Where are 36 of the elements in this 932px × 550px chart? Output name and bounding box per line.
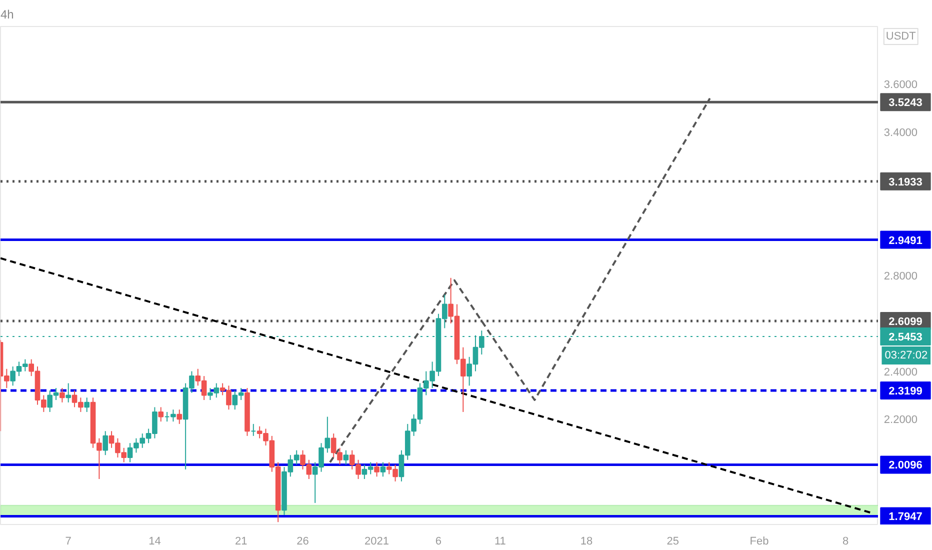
x-tick-label: 18 — [580, 536, 593, 548]
x-tick-label: 14 — [148, 536, 161, 548]
x-tick-label: 26 — [296, 536, 309, 548]
text: 03:27:02 — [884, 349, 928, 362]
candlestick — [374, 462, 380, 478]
y-tick-label: 2.2000 — [884, 414, 918, 426]
ref-line-label: 2.9491 — [888, 234, 922, 247]
x-tick-label: 25 — [666, 536, 680, 548]
ref-line-label: 3.1933 — [888, 176, 922, 188]
y-tick-label: 3.6000 — [884, 78, 918, 91]
x-tick-label: 8 — [842, 536, 849, 548]
ref-line-label: 3.5243 — [888, 97, 922, 110]
y-tick-label: 2.8000 — [884, 270, 918, 282]
candlestick — [66, 382, 72, 403]
x-tick-label: 11 — [494, 536, 506, 548]
y-tick-label: 3.4000 — [884, 126, 918, 139]
x-tick-label: 7 — [65, 536, 72, 548]
text: USDT — [886, 30, 916, 42]
chart-title: 4h — [0, 8, 14, 22]
candlestick — [60, 388, 65, 403]
ref-line-label: 2.0096 — [888, 460, 922, 472]
ref-line-label: 2.3199 — [888, 385, 922, 398]
x-tick-label: 2021 — [364, 536, 390, 548]
ref-line-label: 2.6099 — [888, 316, 922, 328]
candlestick — [102, 430, 108, 456]
y-tick-label: 2.4000 — [884, 366, 918, 378]
ref-line-label: 1.7947 — [888, 511, 922, 524]
candlestick — [84, 397, 90, 412]
candlestick — [176, 409, 182, 424]
x-tick-label: Feb — [750, 536, 769, 548]
candlestick — [158, 406, 164, 422]
x-tick-label: 21 — [234, 536, 248, 548]
ref-line-label: 2.5453 — [888, 331, 922, 344]
candlestick — [380, 462, 386, 478]
x-tick-label: 6 — [435, 536, 442, 548]
candlestick — [343, 450, 349, 466]
